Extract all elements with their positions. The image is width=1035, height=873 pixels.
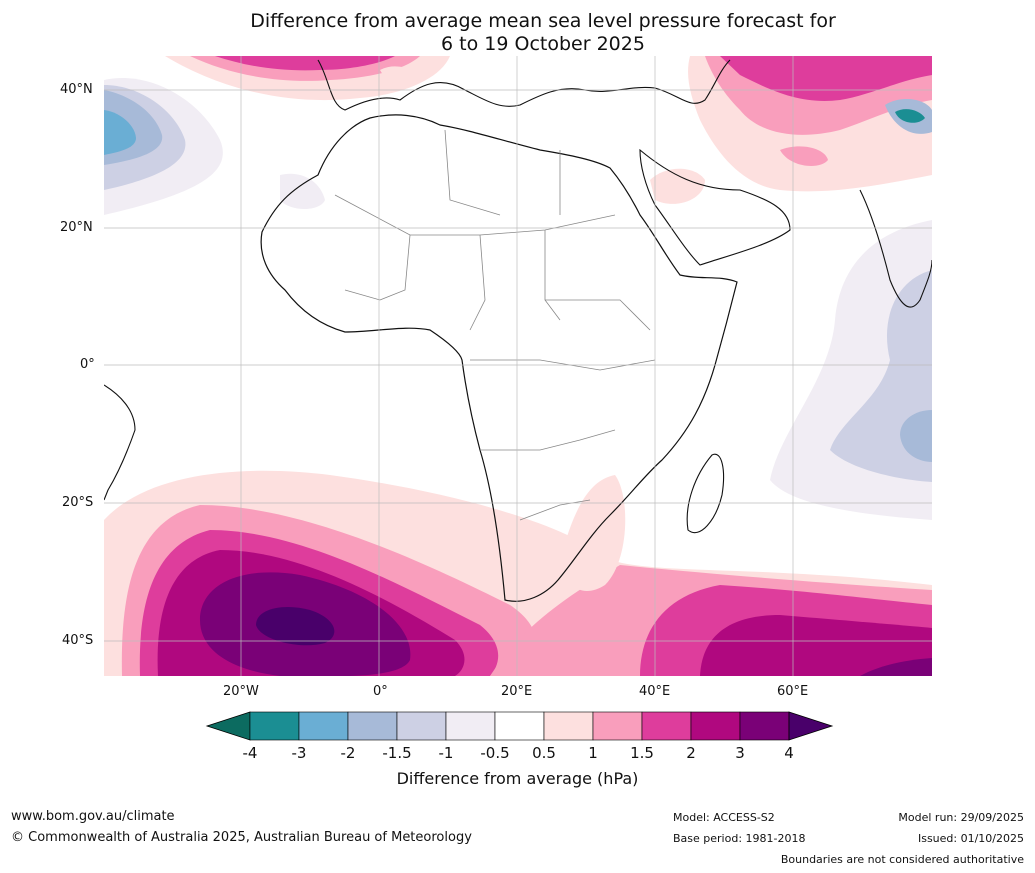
lon-label: 20°W: [223, 684, 259, 699]
model-text: Model: ACCESS-S2: [673, 811, 775, 824]
map-title: Difference from average mean sea level p…: [0, 10, 1035, 56]
title-line-1: Difference from average mean sea level p…: [250, 10, 836, 32]
lat-label: 20°N: [60, 220, 93, 235]
lon-label: 60°E: [777, 684, 809, 699]
lon-label: 40°E: [639, 684, 671, 699]
disclaimer-text: Boundaries are not considered authoritat…: [780, 853, 1024, 866]
colorbar-tick-label: -4: [242, 744, 258, 762]
copyright-text: © Commonwealth of Australia 2025, Austra…: [11, 830, 472, 845]
colorbar-tick-label: -2: [340, 744, 356, 762]
lat-label: 40°S: [62, 633, 94, 648]
title-line-2: 6 to 19 October 2025: [441, 33, 645, 55]
model-run-text: Model run: 29/09/2025: [898, 811, 1024, 824]
colorbar-segment: [494, 711, 545, 741]
graticule: [104, 56, 932, 676]
colorbar-tick-label: 4: [784, 744, 794, 762]
lat-label: 20°S: [62, 495, 94, 510]
colorbar-tick-label: -1.5: [382, 744, 412, 762]
africa-landmass: [260, 114, 738, 602]
colorbar-over-arrow: [788, 711, 834, 741]
colorbar-segment: [347, 711, 398, 741]
colorbar-tick-label: 2: [686, 744, 696, 762]
colorbar-segment: [592, 711, 643, 741]
colorbar-segment: [641, 711, 692, 741]
base-period-text: Base period: 1981-2018: [673, 832, 806, 845]
south-america-coast: [104, 384, 136, 501]
colorbar-tick-label: -3: [291, 744, 307, 762]
madagascar: [686, 453, 725, 534]
lon-label: 20°E: [501, 684, 533, 699]
colorbar-segment: [739, 711, 790, 741]
lat-label: 0°: [80, 357, 95, 372]
website-text: www.bom.gov.au/climate: [11, 809, 175, 824]
colorbar-tick-label: 1.5: [630, 744, 654, 762]
south-atlantic-anomaly: [104, 470, 932, 676]
colorbar-tick-label: 1: [588, 744, 598, 762]
europe-coast: [317, 59, 731, 111]
colorbar-segment: [543, 711, 594, 741]
india-coast: [859, 189, 932, 308]
colorbar-under-arrow: [205, 711, 251, 741]
colorbar-segment: [445, 711, 496, 741]
north-atlantic-anomaly: [104, 78, 325, 215]
colorbar-segment: [396, 711, 447, 741]
map-panel: [104, 56, 932, 676]
colorbar-segment: [298, 711, 349, 741]
colorbar-tick-label: -1: [438, 744, 454, 762]
lon-label: 0°: [373, 684, 388, 699]
lat-label: 40°N: [60, 82, 93, 97]
colorbar-tick-label: 3: [735, 744, 745, 762]
east-indian-ocean-anomaly: [770, 220, 932, 520]
colorbar-segment: [249, 711, 300, 741]
colorbar: [205, 711, 834, 741]
colorbar-tick-label: -0.5: [480, 744, 510, 762]
colorbar-segment: [690, 711, 741, 741]
colorbar-title: Difference from average (hPa): [396, 769, 639, 788]
issued-text: Issued: 01/10/2025: [917, 832, 1024, 845]
colorbar-tick-label: 0.5: [532, 744, 556, 762]
indian-ocean-anomaly: [490, 475, 932, 676]
